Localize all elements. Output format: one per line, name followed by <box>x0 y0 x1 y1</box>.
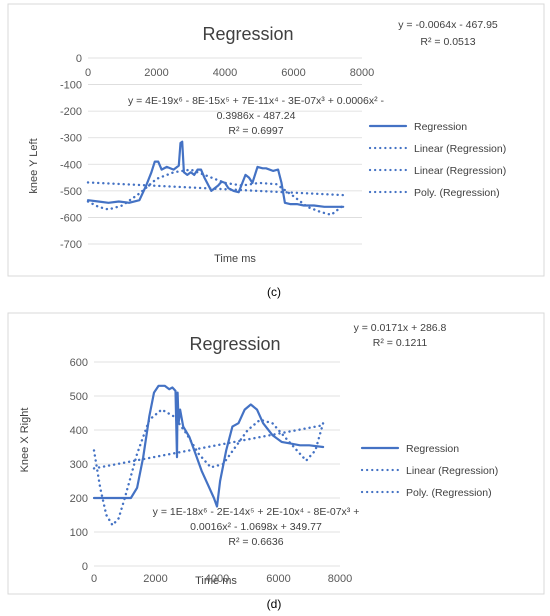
y-tick-label: 0 <box>82 561 88 573</box>
legend-label: Linear (Regression) <box>414 143 506 155</box>
poly-equation-line1: y = 1E-18x⁶ - 2E-14x⁵ + 2E-10x⁴ - 8E-07x… <box>153 506 360 518</box>
legend-label: Poly. (Regression) <box>414 187 500 199</box>
poly-equation-line2: 0.0016x² - 1.0698x + 349.77 <box>190 521 322 533</box>
x-tick-label: 6000 <box>266 573 290 585</box>
y-tick-label: -200 <box>60 106 82 118</box>
y-tick-label: -400 <box>60 159 82 171</box>
linear-equation: y = 0.0171x + 286.8 <box>354 322 447 334</box>
y-tick-label: 400 <box>70 425 88 437</box>
x-tick-label: 0 <box>91 573 97 585</box>
series-line-regression <box>86 140 345 208</box>
legend-label: Regression <box>406 443 459 455</box>
y-tick-label: -300 <box>60 133 82 145</box>
plot-area-d: 600 500 400 300 200 100 00 2000 4000 6000 8000 <box>70 357 353 585</box>
y-tick-label: 100 <box>70 527 88 539</box>
x-tick-label: 8000 <box>350 67 374 79</box>
panel-label: (d) <box>267 597 282 611</box>
y-tick-label: -700 <box>60 239 82 251</box>
legend-label: Poly. (Regression) <box>406 487 492 499</box>
y-tick-label: 300 <box>70 459 88 471</box>
chart-title: Regression <box>189 334 280 354</box>
poly-r2: R² = 0.6636 <box>228 536 283 548</box>
series-line-poly-regression <box>86 168 345 217</box>
x-tick-label: 0 <box>85 67 91 79</box>
y-tick-label: -500 <box>60 186 82 198</box>
poly-equation-line1: y = 4E-19x⁶ - 8E-15x⁵ + 7E-11x⁴ - 3E-07x… <box>128 95 385 107</box>
legend-c: Regression Linear (Regression) Linear (Reg… <box>368 121 506 199</box>
linear-r2: R² = 0.0513 <box>420 36 475 48</box>
chart-frame-c <box>7 3 545 277</box>
y-axis-label: knee Y Left <box>28 138 40 193</box>
x-tick-label: 8000 <box>328 573 352 585</box>
poly-equation-line2: 0.3986x - 487.24 <box>217 110 296 122</box>
series-line-linear-regression <box>92 424 325 470</box>
series-line-linear-regression <box>86 181 345 197</box>
y-tick-label: 600 <box>70 357 88 369</box>
panel-label: (c) <box>267 285 281 299</box>
y-tick-label: -100 <box>60 80 82 92</box>
series-line-poly-regression <box>92 408 325 527</box>
x-tick-label: 2000 <box>144 67 168 79</box>
linear-r2: R² = 0.1211 <box>373 337 428 349</box>
chart-title: Regression <box>202 24 293 44</box>
x-tick-label: 4000 <box>205 573 229 585</box>
legend-label: Regression <box>414 121 467 133</box>
x-tick-label: 6000 <box>281 67 305 79</box>
chart-panel-c: Regression y = -0.0064x - 467.95 R² = 0.… <box>7 3 545 299</box>
legend-label: Linear (Regression) <box>406 465 498 477</box>
y-tick-label: 0 <box>76 53 82 65</box>
legend-d: Regression Linear (Regression) Poly. (Regr… <box>360 443 498 499</box>
y-axis-label: Knee X Right <box>19 408 31 473</box>
chart-frame-d <box>7 312 545 595</box>
linear-equation: y = -0.0064x - 467.95 <box>398 19 498 31</box>
poly-r2: R² = 0.6997 <box>228 125 283 137</box>
y-tick-label: 200 <box>70 493 88 505</box>
y-tick-label: -600 <box>60 212 82 224</box>
chart-panel-d: Regression y = 0.0171x + 286.8 R² = 0.12… <box>7 312 545 611</box>
x-tick-label: 4000 <box>213 67 237 79</box>
y-tick-label: 500 <box>70 391 88 403</box>
x-tick-label: 2000 <box>143 573 167 585</box>
legend-label: Linear (Regression) <box>414 165 506 177</box>
x-axis-label: Time ms <box>214 253 256 265</box>
x-axis-label: Time ms <box>195 575 237 587</box>
